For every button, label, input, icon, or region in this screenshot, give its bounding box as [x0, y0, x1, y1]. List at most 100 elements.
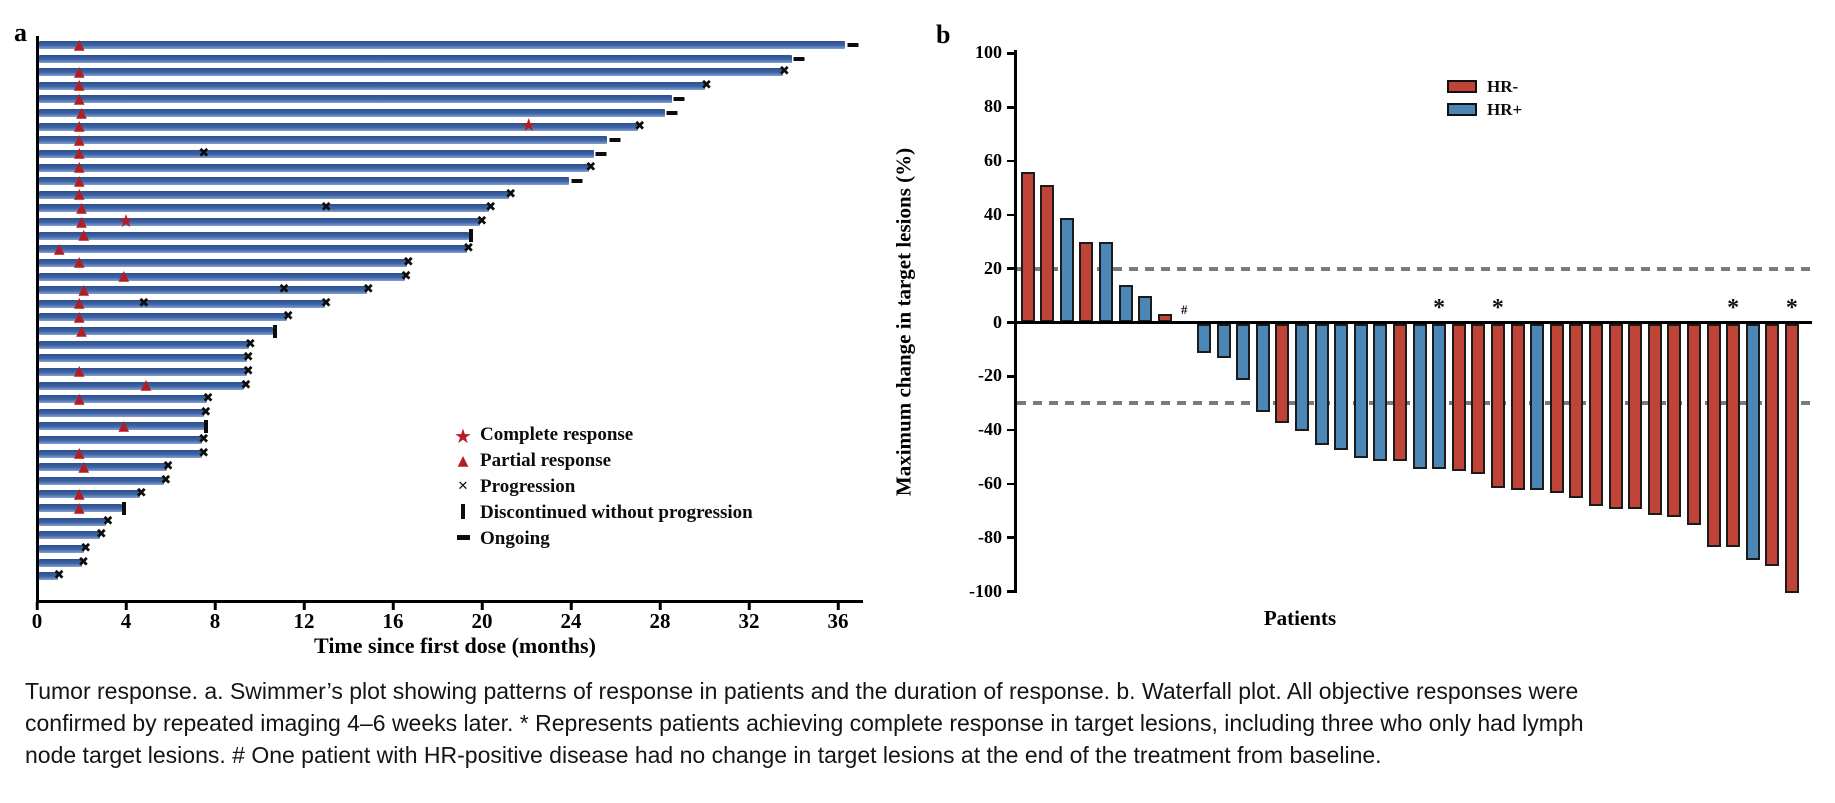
partial-response-triangle-icon: ▲ [118, 268, 130, 285]
partial-response-triangle-icon: ▲ [76, 104, 87, 121]
partial-response-triangle-icon: ▲ [73, 390, 85, 407]
progression-x-icon: ✖ [242, 363, 254, 379]
waterfall-y-axis-line [1014, 50, 1017, 593]
progression-x-icon: ✖ [78, 554, 89, 570]
swimmer-bar [38, 558, 82, 567]
y-tick-mark [1007, 159, 1014, 163]
y-tick-label: 80 [984, 96, 1002, 117]
y-tick-mark [1007, 375, 1014, 378]
legend-item: ✕ Progression [450, 476, 780, 498]
waterfall-bar [1706, 323, 1721, 547]
complete-response-asterisk: * [1727, 295, 1740, 321]
legend-hr-positive-swatch [1447, 103, 1477, 116]
swimmer-bar [38, 231, 470, 240]
swimmer-bar [38, 109, 665, 118]
swimmer-bar [38, 54, 792, 63]
partial-response-triangle-icon: ▲ [73, 63, 85, 80]
caption-line-3: node target lesions. # One patient with … [25, 742, 1382, 768]
y-tick-label: -100 [969, 580, 1002, 601]
progression-x-icon: ✖ [135, 486, 147, 502]
swimmer-bar [38, 572, 58, 581]
waterfall-bar [1569, 323, 1584, 499]
x-tick-mark [213, 602, 217, 610]
legend-hr-label: HR- [1487, 77, 1519, 96]
swimmer-bar [38, 41, 846, 49]
progression-x-icon: ✖ [160, 472, 172, 488]
waterfall-bar [1196, 323, 1211, 354]
waterfall-bar [1314, 323, 1329, 445]
x-tick-label: 16 [382, 609, 404, 633]
swimmer-bar [38, 177, 570, 186]
waterfall-bar [1588, 323, 1603, 507]
complete-response-star-icon: ★ [520, 115, 537, 137]
progression-x-icon: ✖ [278, 282, 290, 298]
legend-item: Discontinued without progression [450, 502, 780, 524]
waterfall-bar [1040, 185, 1055, 323]
swimmer-x-axis-line [35, 600, 863, 603]
swimmer-bar [38, 504, 123, 513]
waterfall-bar [1059, 217, 1074, 323]
progression-x-icon: ✖ [95, 527, 107, 543]
y-tick-label: -80 [978, 526, 1002, 547]
waterfall-bar [1765, 323, 1780, 566]
waterfall-bar [1745, 323, 1760, 561]
waterfall-bar [1608, 323, 1623, 510]
swimmer-bar [38, 149, 594, 158]
progression-x-icon: ✖ [80, 540, 92, 556]
x-tick-label: 4 [120, 609, 132, 633]
progression-x-icon: ✖ [462, 241, 474, 257]
y-tick-label: -40 [978, 419, 1002, 440]
progression-x-icon: ✖ [102, 513, 114, 529]
progression-x-icon: ✖ [320, 200, 332, 216]
x-tick-mark [302, 602, 306, 610]
swimmer-bar [38, 435, 203, 444]
ongoing-dash-icon [666, 111, 678, 116]
swimmer-plot: ▲ ▲ ✖ ▲ ✖ ▲ ▲ ▲ ★ ✖ ▲ ▲ ✖ ▲ ✖ ▲ ▲ ✖ ▲ ✖ ✖ ▲ ★ ✖ ▲ ▲ ✖ ▲ ✖ ▲ ✖ ▲ ✖ ✖ ▲ ✖ ✖ ▲ ✖ ▲… [0, 0, 880, 680]
partial-response-triangle-icon: ▲ [73, 77, 85, 94]
progression-x-icon: ✖ [242, 350, 254, 366]
x-tick-label: 28 [649, 609, 671, 633]
waterfall-bar [1510, 323, 1525, 491]
waterfall-bar [1236, 323, 1251, 380]
partial-response-triangle-icon: ▲ [73, 499, 85, 516]
discontinued-bar-icon [203, 419, 208, 433]
swimmer-bar [38, 218, 481, 227]
caption-line-1: Tumor response. a. Swimmer’s plot showin… [25, 678, 1579, 704]
progression-x-icon: ✖ [585, 159, 597, 175]
legend-discontinued-bar-icon [461, 504, 465, 519]
waterfall-bar [1726, 323, 1741, 547]
swimmer-bar [38, 136, 608, 145]
legend-item-label: Partial response [480, 450, 612, 471]
swimmer-bar [38, 122, 639, 131]
progression-x-icon: ✖ [778, 64, 790, 80]
legend-item-label: Discontinued without progression [480, 502, 753, 523]
partial-response-triangle-icon: ▲ [73, 172, 85, 189]
swimmer-bar [38, 367, 247, 376]
x-tick-mark [124, 602, 128, 610]
y-tick-label: 0 [993, 311, 1002, 332]
progression-x-icon: ✖ [198, 431, 210, 447]
waterfall-bar [1118, 284, 1133, 323]
discontinued-bar-icon [468, 229, 473, 243]
partial-response-triangle-icon: ▲ [73, 295, 85, 312]
waterfall-bar [1392, 323, 1407, 461]
swimmer-bar [38, 490, 140, 499]
swimmer-bar [38, 476, 165, 485]
partial-response-triangle-icon: ▲ [76, 199, 87, 216]
waterfall-bar [1471, 323, 1486, 475]
waterfall-bar [1412, 323, 1427, 469]
waterfall-bar [1138, 295, 1153, 323]
y-tick-mark [1007, 321, 1014, 324]
waterfall-zero-line [1016, 321, 1812, 324]
x-tick-mark [569, 602, 573, 610]
ongoing-dash-icon [673, 97, 685, 102]
progression-x-icon: ✖ [402, 254, 414, 270]
progression-x-icon: ✖ [198, 145, 210, 161]
y-tick-label: -60 [978, 472, 1002, 493]
legend-hr-label: HR+ [1487, 100, 1523, 119]
swimmer-bar [38, 422, 205, 431]
x-tick-mark [836, 602, 840, 610]
progression-x-icon: ✖ [485, 200, 497, 216]
legend-item-label: Ongoing [480, 528, 550, 549]
